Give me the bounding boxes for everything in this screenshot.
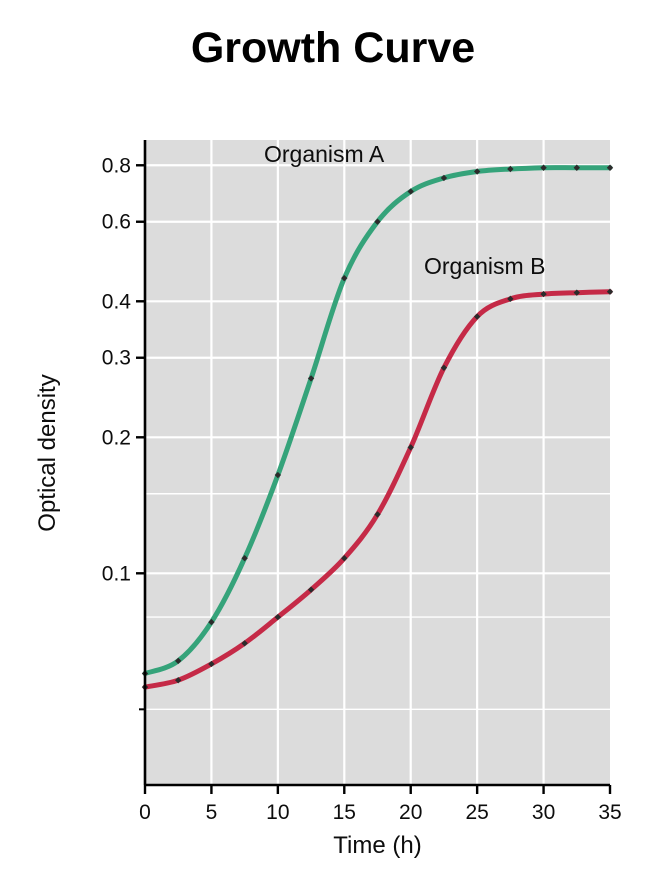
series-label-organism-b: Organism B [424, 253, 546, 279]
svg-text:5: 5 [206, 801, 218, 824]
svg-text:0: 0 [139, 801, 151, 824]
svg-text:0.1: 0.1 [102, 562, 131, 585]
svg-text:30: 30 [532, 801, 555, 824]
svg-text:10: 10 [266, 801, 289, 824]
chart-title: Growth Curve [190, 24, 476, 72]
y-axis-label: Optical density [34, 374, 61, 532]
svg-text:0.3: 0.3 [102, 347, 131, 370]
svg-text:0.8: 0.8 [102, 154, 131, 177]
svg-text:0.2: 0.2 [102, 426, 131, 449]
svg-text:15: 15 [333, 801, 356, 824]
svg-text:0.6: 0.6 [102, 211, 131, 234]
svg-text:25: 25 [465, 801, 488, 824]
x-axis-label: Time (h) [333, 832, 422, 859]
svg-text:0.4: 0.4 [102, 290, 132, 313]
svg-text:35: 35 [598, 801, 621, 824]
svg-text:20: 20 [399, 801, 422, 824]
series-label-organism-a: Organism A [264, 141, 385, 167]
